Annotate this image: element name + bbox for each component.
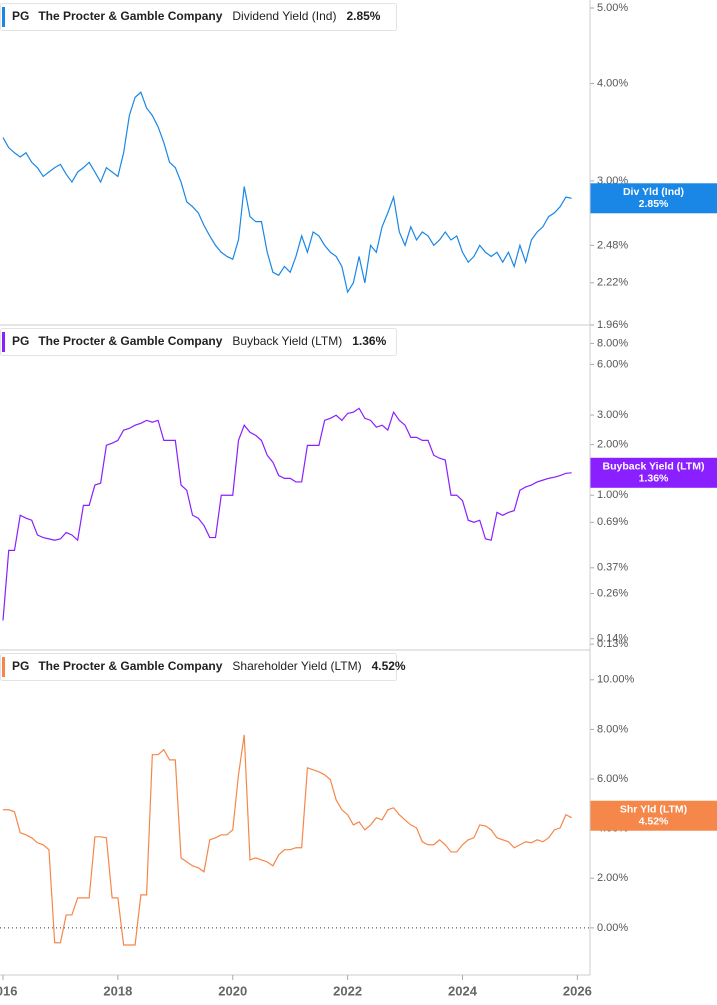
y-tick-label: 0.00% — [597, 922, 628, 934]
badge-label: Shr Yld (LTM) — [620, 804, 687, 816]
badge-label: Div Yld (Ind) — [623, 186, 684, 198]
y-tick-label: 2.00% — [597, 872, 628, 884]
header-swatch — [2, 657, 5, 677]
y-tick-label: 1.96% — [597, 319, 628, 331]
x-tick-label: 2016 — [0, 983, 17, 998]
y-tick-label: 10.00% — [597, 674, 635, 686]
badge-value: 1.36% — [639, 473, 669, 485]
x-tick-label: 2022 — [333, 983, 362, 998]
x-tick-label: 2020 — [218, 983, 247, 998]
value-badge — [590, 183, 717, 214]
x-tick-label: 2024 — [448, 983, 478, 998]
ticker: PG — [12, 334, 29, 348]
metric: Shareholder Yield (LTM) — [232, 659, 361, 673]
value-badge — [590, 800, 717, 831]
y-tick-label: 6.00% — [597, 358, 628, 370]
company: The Procter & Gamble Company — [38, 334, 222, 348]
plot — [3, 734, 572, 946]
y-tick-label: 8.00% — [597, 723, 628, 735]
plot — [2, 91, 572, 294]
y-tick-label: 2.00% — [597, 439, 628, 451]
current-value: 4.52% — [372, 659, 406, 673]
y-tick-label: 0.13% — [597, 638, 628, 650]
ticker: PG — [12, 9, 29, 23]
badge-label: Buyback Yield (LTM) — [603, 461, 705, 473]
y-tick-label: 0.69% — [597, 516, 628, 528]
x-tick-label: 2026 — [563, 983, 592, 998]
series-header: PG The Procter & Gamble Company Shareholde… — [0, 653, 406, 681]
company: The Procter & Gamble Company — [38, 659, 222, 673]
data-line — [3, 734, 572, 946]
current-value: 2.85% — [346, 9, 380, 23]
y-tick-label: 5.00% — [597, 2, 628, 14]
y-tick-label: 1.00% — [597, 489, 628, 501]
header-box — [0, 3, 397, 31]
value-badge — [590, 457, 717, 488]
x-tick-label: 2018 — [103, 983, 132, 998]
header-swatch — [2, 7, 5, 27]
badge-value: 2.85% — [639, 198, 669, 210]
y-tick-label: 0.37% — [597, 562, 628, 574]
plot — [2, 407, 572, 621]
current-value: 1.36% — [352, 334, 386, 348]
company: The Procter & Gamble Company — [38, 9, 222, 23]
y-tick-label: 6.00% — [597, 773, 628, 785]
y-tick-label: 4.00% — [597, 77, 628, 89]
badge-value: 4.52% — [639, 816, 669, 828]
series-header: PG The Procter & Gamble Company Buyback Yi… — [0, 328, 397, 356]
series-header: PG The Procter & Gamble Company Dividend Y… — [0, 3, 397, 31]
y-tick-label: 0.14% — [597, 633, 628, 645]
y-tick-label: 0.26% — [597, 587, 628, 599]
metric: Buyback Yield (LTM) — [232, 334, 342, 348]
data-line — [2, 91, 572, 294]
header-box — [0, 328, 397, 356]
y-tick-label: 3.00% — [597, 409, 628, 421]
ticker: PG — [12, 659, 29, 673]
y-tick-label: 2.22% — [597, 277, 628, 289]
y-tick-label: 2.48% — [597, 239, 628, 251]
metric: Dividend Yield (Ind) — [232, 9, 336, 23]
header-box — [0, 653, 397, 681]
y-tick-label: 8.00% — [597, 337, 628, 349]
header-swatch — [2, 332, 5, 352]
data-line — [2, 407, 572, 621]
